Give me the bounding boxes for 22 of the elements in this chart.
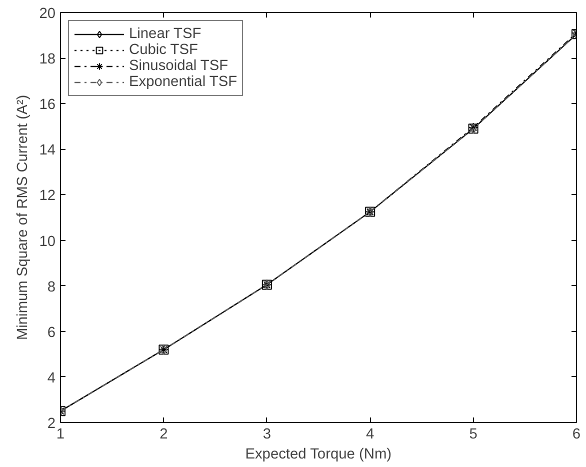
x-tick-label: 2 xyxy=(160,426,168,442)
y-tick-label: 2 xyxy=(47,416,56,432)
legend-label: Exponential TSF xyxy=(129,74,238,90)
y-tick-label: 20 xyxy=(39,6,56,22)
y-tick-label: 16 xyxy=(39,97,56,114)
x-tick-label: 6 xyxy=(572,426,581,442)
x-axis-title: Expected Torque (Nm) xyxy=(245,446,392,462)
legend-label: Sinusoidal TSF xyxy=(129,58,228,74)
x-tick-label: 3 xyxy=(262,426,271,442)
legend-label: Linear TSF xyxy=(129,26,202,42)
x-tick-label: 5 xyxy=(469,426,478,442)
y-tick-label: 4 xyxy=(47,370,56,386)
y-tick-label: 14 xyxy=(39,142,56,159)
x-tick-label: 4 xyxy=(366,426,374,442)
x-tick-label: 1 xyxy=(56,426,65,442)
y-tick-label: 12 xyxy=(39,188,56,204)
y-tick-label: 10 xyxy=(39,234,56,250)
y-tick-label: 6 xyxy=(47,324,56,341)
y-tick-label: 8 xyxy=(47,279,56,296)
legend-label: Cubic TSF xyxy=(129,42,198,58)
y-axis-title: Minimum Square of RMS Current (A²) xyxy=(15,94,32,340)
y-tick-label: 18 xyxy=(39,52,56,68)
